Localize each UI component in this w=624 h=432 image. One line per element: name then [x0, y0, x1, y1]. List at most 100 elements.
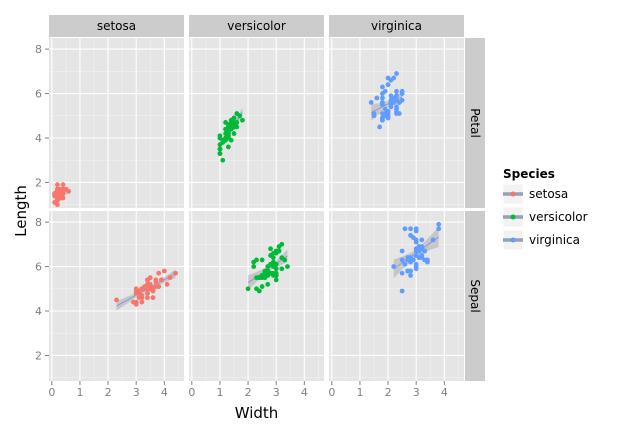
data-point — [145, 290, 150, 296]
data-point — [268, 270, 273, 276]
data-point — [259, 284, 265, 289]
data-point — [55, 193, 60, 199]
x-tick-label: 3 — [273, 386, 280, 399]
row-strip-label: Petal — [468, 108, 482, 138]
data-point — [419, 237, 425, 243]
data-point — [217, 146, 223, 152]
data-point — [254, 286, 259, 292]
data-point — [380, 84, 385, 90]
x-tick-label: 2 — [105, 386, 112, 399]
data-point — [217, 151, 223, 156]
data-point — [156, 284, 162, 289]
panel-virginica-petal — [329, 38, 464, 208]
data-point — [380, 111, 385, 116]
y-tick-label: 8 — [35, 216, 42, 229]
data-point — [388, 104, 394, 110]
data-point — [399, 97, 405, 103]
x-tick-label: 3 — [133, 386, 140, 399]
data-point — [139, 295, 145, 301]
x-tick-label: 2 — [245, 386, 252, 399]
legend-label: virginica — [529, 233, 580, 247]
data-point — [391, 75, 397, 81]
data-point — [234, 111, 240, 116]
data-point — [159, 277, 164, 283]
data-point — [385, 82, 391, 88]
legend-title: Species — [503, 167, 555, 181]
row-strip-label: Sepal — [468, 279, 482, 312]
data-point — [413, 237, 419, 243]
data-point — [380, 102, 385, 108]
panel-setosa-sepal — [49, 211, 184, 381]
data-point — [425, 259, 430, 265]
data-point — [60, 182, 66, 188]
data-point — [276, 244, 282, 249]
data-point — [225, 133, 231, 139]
data-point — [173, 270, 178, 276]
legend-key-point — [510, 191, 516, 197]
data-point — [156, 270, 162, 276]
data-point — [259, 257, 265, 263]
data-point — [270, 259, 276, 265]
data-point — [371, 111, 377, 116]
y-tick-label: 6 — [35, 261, 42, 274]
panel-versicolor-sepal — [189, 211, 324, 381]
data-point — [225, 144, 231, 150]
y-tick-label: 4 — [35, 132, 42, 145]
y-tick-label: 4 — [35, 305, 42, 318]
legend-key-point — [510, 214, 516, 220]
data-point — [394, 88, 399, 94]
data-point — [282, 257, 288, 263]
data-point — [422, 248, 428, 254]
data-point — [436, 226, 442, 232]
panel-background — [189, 38, 324, 208]
data-point — [402, 226, 408, 232]
x-tick-label: 0 — [48, 386, 55, 399]
data-point — [225, 128, 231, 134]
data-point — [394, 93, 399, 99]
data-point — [382, 88, 388, 94]
panel-background — [189, 211, 324, 381]
data-point — [408, 226, 413, 232]
panel-background — [329, 38, 464, 208]
data-point — [405, 268, 411, 274]
data-point — [391, 264, 397, 269]
column-strip-label: versicolor — [227, 19, 286, 33]
data-point — [408, 257, 413, 263]
data-point — [55, 182, 60, 188]
data-point — [436, 221, 442, 227]
data-point — [150, 295, 156, 301]
data-point — [399, 257, 405, 263]
data-point — [270, 255, 276, 261]
data-point — [276, 248, 282, 254]
legend-key-point — [510, 237, 516, 243]
data-point — [231, 131, 237, 136]
data-point — [399, 288, 405, 294]
data-point — [380, 117, 385, 123]
data-point — [153, 279, 159, 285]
row-strip — [465, 38, 485, 208]
data-point — [220, 157, 226, 163]
axes-layer: Width Length 2 4 6 8 2 4 6 8 0 1 2 3 4 0 1 2 3 4 0 1 2 3 4 — [12, 43, 448, 422]
column-strip — [329, 15, 464, 37]
panel-setosa-petal — [49, 38, 184, 208]
y-axis-title: Length — [12, 185, 30, 237]
panel-versicolor-petal — [189, 38, 324, 208]
data-point — [394, 108, 399, 114]
data-point — [413, 226, 419, 232]
column-strip — [49, 15, 184, 37]
column-strip-label: setosa — [97, 19, 136, 33]
data-point — [133, 290, 139, 296]
panel-background — [329, 211, 464, 381]
x-tick-label: 3 — [413, 386, 420, 399]
panel-background — [49, 211, 184, 381]
legend-label: versicolor — [529, 210, 588, 224]
data-point — [234, 124, 240, 130]
data-point — [385, 108, 391, 114]
data-point — [385, 75, 391, 81]
data-point — [245, 286, 251, 292]
data-point — [147, 286, 153, 292]
x-tick-label: 4 — [301, 386, 308, 399]
x-axis-title: Width — [235, 404, 279, 422]
data-point — [145, 295, 150, 301]
data-point — [217, 133, 223, 139]
